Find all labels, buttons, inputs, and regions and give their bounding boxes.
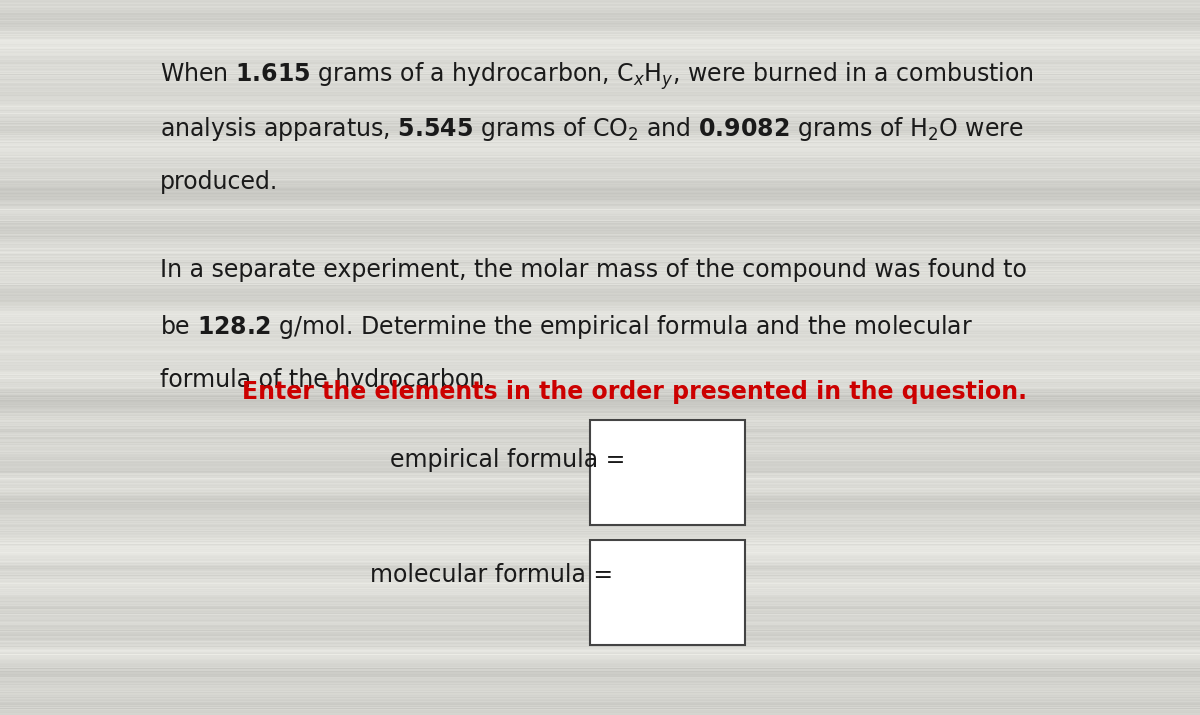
Text: empirical formula =: empirical formula = — [390, 448, 625, 472]
Bar — [590, 420, 745, 525]
Text: be $\mathbf{128.2}$ g/mol. Determine the empirical formula and the molecular: be $\mathbf{128.2}$ g/mol. Determine the… — [160, 313, 973, 341]
Text: When $\mathbf{1.615}$ grams of a hydrocarbon, C$_x$H$_y$, were burned in a combu: When $\mathbf{1.615}$ grams of a hydroca… — [160, 60, 1033, 92]
Text: formula of the hydrocarbon.: formula of the hydrocarbon. — [160, 368, 492, 392]
Text: In a separate experiment, the molar mass of the compound was found to: In a separate experiment, the molar mass… — [160, 258, 1027, 282]
Text: molecular formula =: molecular formula = — [370, 563, 613, 587]
Text: Enter the elements in the order presented in the question.: Enter the elements in the order presente… — [242, 380, 1027, 404]
Text: produced.: produced. — [160, 170, 278, 194]
Text: analysis apparatus, $\mathbf{5.545}$ grams of CO$_2$ and $\mathbf{0.9082}$ grams: analysis apparatus, $\mathbf{5.545}$ gra… — [160, 115, 1024, 143]
Bar — [590, 540, 745, 645]
